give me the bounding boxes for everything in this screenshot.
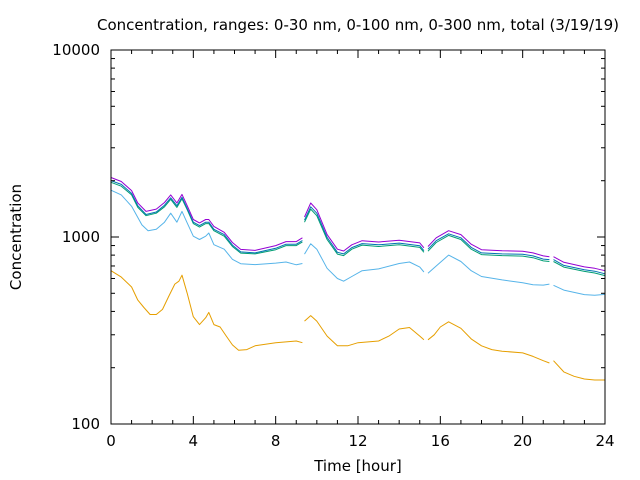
x-tick-label: 24 (595, 432, 614, 450)
x-tick-label: 20 (513, 432, 532, 450)
series-line-5 (110, 177, 606, 272)
x-tick-label: 16 (431, 432, 450, 450)
y-tick-label: 1000 (62, 228, 100, 246)
y-tick-label: 100 (71, 415, 100, 433)
series-line-1 (110, 270, 605, 381)
x-tick-label: 8 (271, 432, 281, 450)
series-line-2 (110, 189, 606, 296)
y-tick-label: 10000 (52, 41, 100, 59)
series-layer (110, 177, 606, 381)
x-tick-label: 4 (189, 432, 199, 450)
chart-title: Concentration, ranges: 0-30 nm, 0-100 nm… (97, 16, 619, 34)
y-axis-label: Concentration (7, 184, 25, 290)
axis-layer: 0 4 8 12 16 20 24 100 1000 10000 (52, 41, 614, 450)
x-tick-label: 12 (348, 432, 367, 450)
x-tick-label: 0 (106, 432, 116, 450)
x-axis-label: Time [hour] (313, 457, 402, 475)
plot-frame (110, 49, 606, 425)
series-line-3 (110, 181, 606, 277)
series-line-4 (110, 180, 606, 275)
